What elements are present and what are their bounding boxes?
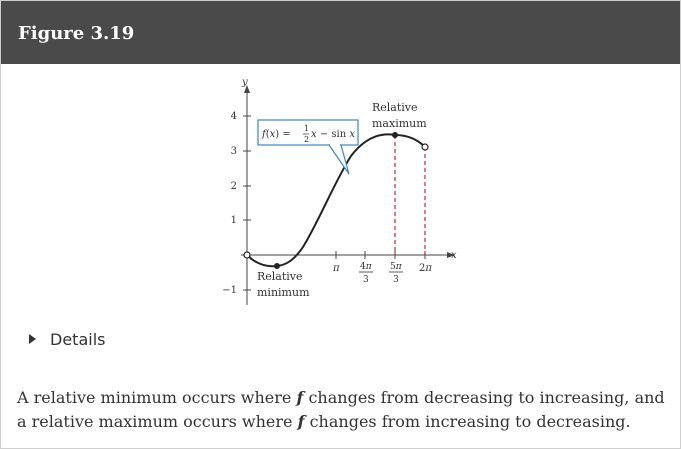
disclosure-triangle-icon [29,334,36,344]
relative-min-point [274,263,280,269]
svg-text:1: 1 [304,124,309,133]
figure-header: Figure 3.19 [1,1,680,64]
y-tick-label: 4 [231,111,237,122]
y-tick-label: −1 [222,285,237,296]
svg-text:4π: 4π [360,262,373,272]
y-tick-label: 1 [231,215,237,226]
x-tick-label-2pi: 2π [419,263,432,274]
x-tick-label-pi: π [332,263,340,274]
start-point [243,251,251,259]
y-tick-label: 3 [231,146,237,157]
svg-text:3: 3 [363,275,369,285]
relative-minimum-label-line1: Relative [257,270,303,283]
y-axis-arrow [244,85,250,93]
svg-text:2: 2 [304,135,309,144]
relative-max-point [392,132,398,138]
y-axis-label: y [241,77,248,88]
details-label: Details [50,329,106,349]
function-callout: f(x) = 1 2 x − sin x [257,119,359,175]
function-label: f(x) = [261,129,291,140]
svg-text:x − sin x: x − sin x [311,129,355,140]
relative-minimum-label-line2: minimum [257,286,310,299]
x-tick-label-4pi3: 4π 3 [359,262,373,285]
figure-title: Figure 3.19 [18,23,135,44]
y-tick-label: 2 [231,181,237,192]
details-toggle[interactable]: Details [29,328,105,350]
x-axis-label: x [451,250,457,261]
y-ticks [243,115,251,291]
x-axis-arrow [447,252,455,258]
x-tick-label-5pi3: 5π 3 [389,262,403,285]
relative-maximum-label-line1: Relative [372,101,418,114]
relative-maximum-label-line2: maximum [372,117,427,130]
figure-description: A relative minimum occurs where f change… [17,388,665,431]
svg-text:5π: 5π [390,262,403,272]
end-point [421,143,429,151]
svg-text:3: 3 [393,275,399,285]
function-graph: x y 4 3 2 1 −1 π 4 [211,73,471,313]
